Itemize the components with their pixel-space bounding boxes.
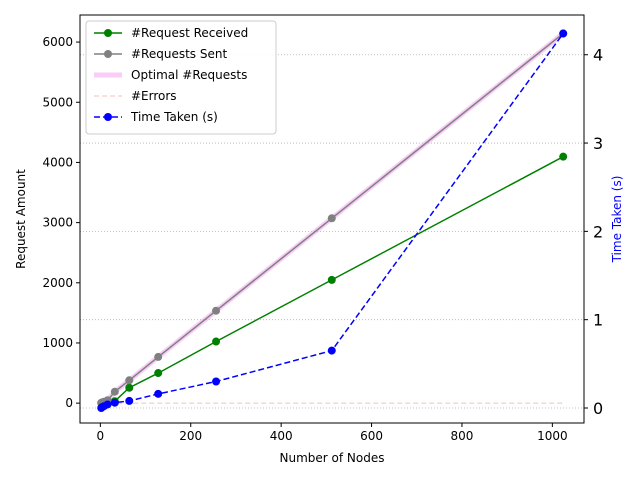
y-tick-label: 0 [65,396,73,410]
data-point [125,376,134,385]
data-point [110,398,119,407]
data-point [212,377,221,386]
x-tick-label: 200 [179,429,202,443]
legend-label: #Errors [131,89,177,103]
x-axis-label: Number of Nodes [280,451,385,465]
x-axis: 0 200 400 600 800 1000 [97,423,568,443]
data-point [327,214,336,223]
x-tick-label: 0 [97,429,105,443]
plot-frame [79,14,585,424]
data-point [559,152,568,161]
legend-label: #Request Received [131,26,248,40]
y-tick-label: 2000 [42,276,73,290]
y-tick-label: 5000 [42,95,73,109]
legend-marker [104,113,112,121]
data-point [154,389,163,398]
x-tick-label: 400 [270,429,293,443]
data-point [212,306,221,315]
y-axis-left: 0 1000 2000 3000 4000 5000 6000 [42,35,80,410]
legend-label: #Requests Sent [131,47,227,61]
y-tick-label: 6000 [42,35,73,49]
y2-tick-label: 3 [593,134,603,153]
legend-label: Optimal #Requests [131,68,247,82]
legend-marker [104,50,112,58]
data-point [154,352,163,361]
y2-tick-label: 0 [593,399,603,418]
data-point [327,346,336,355]
x-tick-label: 800 [451,429,474,443]
y-tick-label: 1000 [42,336,73,350]
x-tick-label: 1000 [537,429,568,443]
data-point [327,275,336,284]
x-tick-label: 600 [360,429,383,443]
y2-tick-label: 4 [593,46,603,65]
legend-label: Time Taken (s) [130,110,218,124]
series-0 [97,152,568,408]
series-4 [97,29,568,412]
y2-tick-label: 1 [593,311,603,330]
data-point [559,29,568,38]
y-axis-right: 0 1 2 3 4 [584,46,603,418]
series-layer [97,29,568,412]
y-tick-label: 4000 [42,155,73,169]
legend: #Request Received #Requests Sent Optimal #… [85,20,277,135]
y2-axis-label: Time Taken (s) [610,176,624,264]
data-point [110,387,119,396]
legend-box [85,20,277,135]
y-tick-label: 3000 [42,216,73,230]
data-point [125,396,134,405]
y2-tick-label: 2 [593,222,603,241]
data-point [103,400,112,409]
data-point [154,369,163,378]
y-axis-label: Request Amount [14,169,28,269]
data-point [212,337,221,346]
data-point [125,383,134,392]
legend-marker [104,29,112,37]
